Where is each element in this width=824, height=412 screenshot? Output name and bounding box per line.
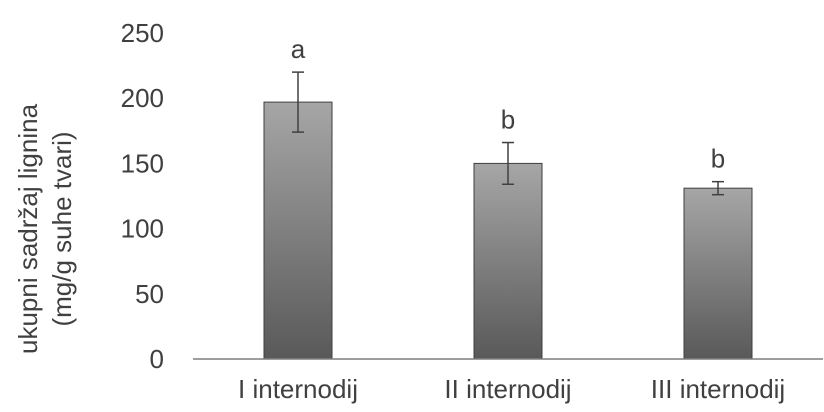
y-tick-label: 0: [150, 344, 164, 374]
y-tick-label: 100: [121, 214, 164, 244]
y-tick-label: 150: [121, 148, 164, 178]
y-tick-label: 200: [121, 83, 164, 113]
bars: [263, 101, 753, 360]
bar: [683, 187, 753, 360]
significance-labels: a b b: [291, 34, 725, 174]
y-axis-ticks: 0 50 100 150 200 250: [121, 18, 164, 374]
x-category-label: I internodij: [238, 374, 358, 404]
error-bars: [292, 71, 724, 196]
y-axis-title: ukupni sadržaj lignina (mg/g suhe tvari): [13, 103, 77, 354]
significance-label: b: [711, 144, 725, 174]
x-category-label: III internodij: [651, 374, 785, 404]
y-tick-label: 50: [135, 279, 164, 309]
y-tick-label: 250: [121, 18, 164, 48]
x-category-label: II internodij: [444, 374, 571, 404]
significance-label: a: [291, 34, 306, 64]
bar: [473, 162, 543, 360]
bar: [263, 101, 333, 360]
significance-label: b: [501, 105, 515, 135]
x-axis-categories: I internodij II internodij III internodij: [238, 374, 785, 404]
y-axis-title-line1: ukupni sadržaj lignina: [13, 103, 43, 354]
y-axis-title-line2: (mg/g suhe tvari): [47, 131, 77, 326]
